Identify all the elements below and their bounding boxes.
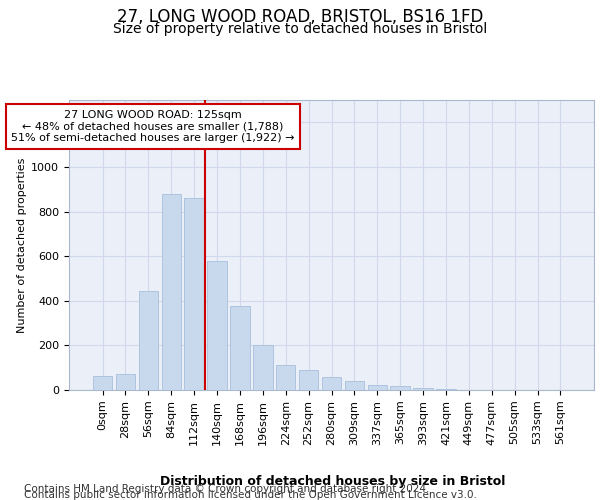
Text: Distribution of detached houses by size in Bristol: Distribution of detached houses by size … xyxy=(160,474,506,488)
Bar xyxy=(230,306,250,390)
Y-axis label: Number of detached properties: Number of detached properties xyxy=(17,158,27,332)
Text: 27 LONG WOOD ROAD: 125sqm
← 48% of detached houses are smaller (1,788)
51% of se: 27 LONG WOOD ROAD: 125sqm ← 48% of detac… xyxy=(11,110,295,143)
Bar xyxy=(116,374,135,390)
Bar xyxy=(161,194,181,390)
Bar xyxy=(413,388,433,390)
Text: Size of property relative to detached houses in Bristol: Size of property relative to detached ho… xyxy=(113,22,487,36)
Text: Contains public sector information licensed under the Open Government Licence v3: Contains public sector information licen… xyxy=(24,490,477,500)
Bar xyxy=(184,198,204,390)
Bar xyxy=(344,380,364,390)
Bar xyxy=(276,365,295,390)
Bar xyxy=(391,386,410,390)
Bar xyxy=(322,378,341,390)
Bar xyxy=(299,370,319,390)
Bar xyxy=(253,346,272,390)
Bar xyxy=(368,385,387,390)
Bar xyxy=(139,290,158,390)
Bar xyxy=(93,376,112,390)
Text: Contains HM Land Registry data © Crown copyright and database right 2024.: Contains HM Land Registry data © Crown c… xyxy=(24,484,430,494)
Text: 27, LONG WOOD ROAD, BRISTOL, BS16 1FD: 27, LONG WOOD ROAD, BRISTOL, BS16 1FD xyxy=(117,8,483,26)
Bar xyxy=(208,260,227,390)
